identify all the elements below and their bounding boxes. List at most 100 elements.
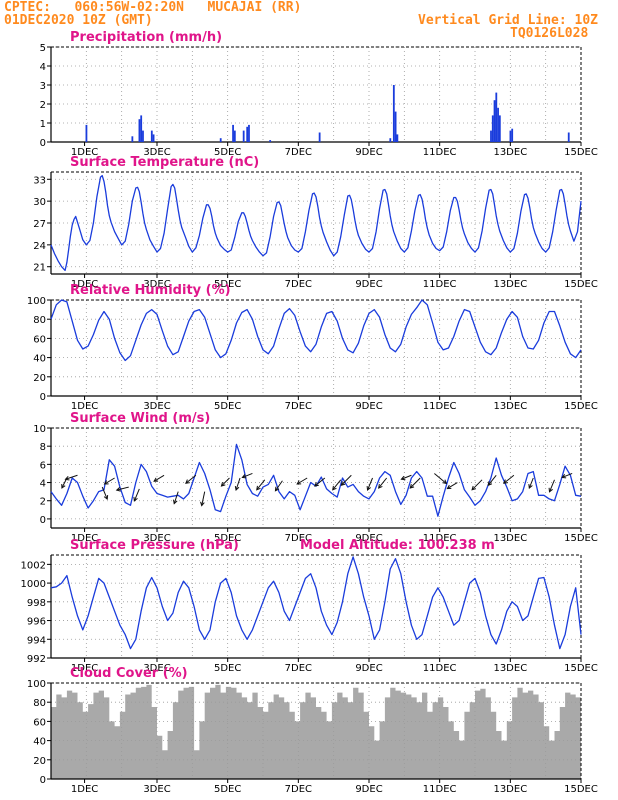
wind-arrow-head	[366, 485, 371, 491]
panel-title: Cloud Cover (%)	[70, 666, 188, 681]
y-tick-label: 996	[27, 617, 46, 628]
x-tick-label: 7DEC	[285, 401, 312, 412]
header-line1: CPTEC: 060:56W-02:20N MUCAJAI (RR)	[4, 0, 302, 15]
wind-arrow	[242, 472, 253, 478]
precip-bar	[389, 138, 392, 142]
precip-bar	[248, 124, 250, 142]
y-tick-label: 33	[33, 175, 46, 186]
y-tick-label: 60	[33, 334, 46, 345]
x-tick-label: 7DEC	[285, 784, 312, 795]
x-tick-label: 5DEC	[214, 663, 241, 674]
y-tick-label: 8	[40, 442, 46, 453]
x-tick-label: 9DEC	[355, 663, 382, 674]
x-tick-label: 3DEC	[143, 147, 170, 158]
y-tick-label: 1	[40, 119, 46, 130]
wind-arrow-head	[378, 483, 383, 489]
wind-arrow-head	[528, 483, 533, 489]
y-tick-label: 0	[40, 138, 46, 149]
y-tick-label: 24	[33, 241, 46, 252]
wind-arrow-head	[220, 482, 226, 487]
precip-bar	[318, 132, 321, 142]
x-tick-label: 13DEC	[493, 784, 527, 795]
wind-arrow-head	[548, 487, 553, 493]
wind-arrow-head	[487, 481, 493, 487]
wind-arrow-head	[172, 499, 178, 505]
x-tick-label: 11DEC	[423, 784, 457, 795]
precip-bar	[152, 134, 155, 142]
precip-bar	[495, 92, 498, 142]
header-line2: 01DEC2020 10Z (GMT)	[4, 13, 153, 28]
y-tick-label: 27	[33, 219, 46, 230]
wind-arrow-head	[561, 474, 567, 479]
x-tick-label: 11DEC	[423, 401, 457, 412]
y-tick-label: 1000	[21, 579, 46, 590]
wind-arrow	[503, 474, 515, 484]
x-tick-label: 9DEC	[355, 147, 382, 158]
wind-arrow	[235, 477, 241, 491]
x-tick-label: 15DEC	[564, 401, 598, 412]
wind-arrow-head	[314, 482, 319, 487]
x-tick-label: 3DEC	[143, 533, 170, 544]
y-tick-label: 0	[40, 515, 46, 526]
wind-arrow-head	[274, 486, 280, 492]
wind-arrow	[487, 474, 497, 486]
x-tick-label: 5DEC	[214, 533, 241, 544]
wind-arrow	[409, 477, 421, 489]
wind-arrow	[367, 477, 373, 491]
x-tick-label: 11DEC	[423, 279, 457, 290]
panel-title: Surface Wind (m/s)	[70, 411, 210, 426]
x-tick-label: 9DEC	[355, 784, 382, 795]
precip-bar	[269, 140, 272, 142]
precip-bar	[490, 130, 492, 142]
panel-1: 0 1 2 3 4 5 1DEC 3DEC 5DEC 7DEC 9DEC 11DEC 13DEC 15DE…	[40, 30, 598, 158]
y-tick-label: 5	[40, 43, 46, 54]
panel-6: 0 20 40 60 80 100 1DEC 3DEC 5DEC 7DEC 9DEC 11DEC 13D…	[27, 666, 598, 795]
wind-arrow	[201, 491, 206, 506]
x-tick-label: 7DEC	[285, 663, 312, 674]
wind-arrow-head	[64, 476, 70, 481]
precip-bar	[498, 115, 501, 142]
precip-bar	[232, 124, 234, 142]
wind-arrow	[340, 474, 352, 486]
wind-arrow	[153, 474, 165, 482]
y-tick-label: 992	[27, 654, 46, 665]
panel-3: 0 20 40 60 80 100 1DEC 3DEC 5DEC 7DEC 9DEC 11DEC 13D…	[27, 283, 598, 412]
x-tick-label: 1DEC	[71, 663, 98, 674]
precip-bar	[138, 119, 141, 142]
precip-bar	[396, 134, 399, 142]
wind-arrow-head	[400, 475, 406, 481]
y-tick-label: 10	[33, 424, 46, 435]
panel-title: Relative Humidity (%)	[70, 283, 231, 298]
x-tick-label: 3DEC	[143, 401, 170, 412]
x-tick-label: 5DEC	[214, 279, 241, 290]
panel-title: Precipitation (mm/h)	[70, 30, 222, 45]
x-tick-label: 15DEC	[564, 147, 598, 158]
run-code: TQ0126L028	[510, 26, 589, 41]
series-line	[50, 299, 582, 362]
y-tick-label: 3	[40, 81, 46, 92]
wind-arrow	[549, 479, 555, 493]
panel-4: 0 2 4 6 8 10 1DEC 3DEC 5DEC 7DEC 9DEC 11DEC 13DEC 15D…	[33, 411, 598, 544]
wind-arrow-head	[185, 479, 190, 484]
wind-arrow-head	[103, 495, 109, 501]
x-tick-label: 7DEC	[285, 147, 312, 158]
x-tick-label: 5DEC	[214, 401, 241, 412]
x-tick-label: 1DEC	[71, 784, 98, 795]
x-tick-label: 7DEC	[285, 533, 312, 544]
precip-bar	[246, 126, 249, 142]
precip-bar	[394, 111, 397, 142]
x-tick-label: 3DEC	[143, 784, 170, 795]
y-tick-label: 40	[33, 354, 46, 365]
x-tick-label: 13DEC	[493, 147, 527, 158]
y-tick-label: 1002	[21, 560, 46, 571]
wind-arrow-head	[340, 481, 346, 487]
x-tick-label: 15DEC	[564, 784, 598, 795]
x-tick-label: 11DEC	[423, 147, 457, 158]
wind-arrow-head	[61, 483, 66, 489]
wind-arrow	[275, 480, 283, 492]
x-tick-label: 15DEC	[564, 279, 598, 290]
wind-arrow	[314, 477, 326, 487]
x-tick-label: 13DEC	[493, 533, 527, 544]
wind-arrow	[256, 479, 266, 491]
grid-note: Vertical Grid Line: 10Z	[418, 13, 599, 28]
